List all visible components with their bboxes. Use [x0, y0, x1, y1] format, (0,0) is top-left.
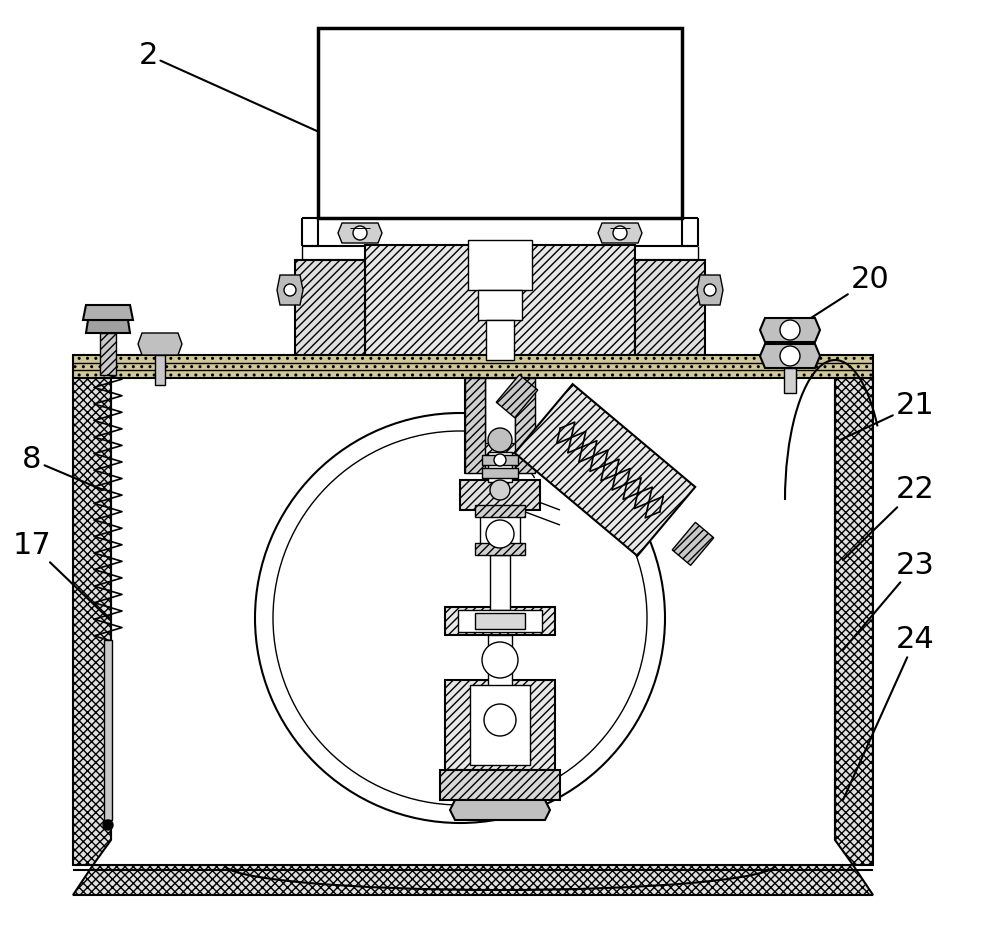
Polygon shape [760, 318, 820, 342]
Text: 24: 24 [843, 626, 934, 800]
Bar [445, 607, 555, 635]
Circle shape [484, 704, 516, 736]
Polygon shape [760, 344, 820, 368]
Polygon shape [835, 378, 873, 865]
Polygon shape [318, 28, 682, 218]
Circle shape [490, 480, 510, 500]
Bar [486, 320, 514, 360]
Bar [488, 452, 512, 482]
Bar [155, 355, 165, 385]
Circle shape [488, 428, 512, 452]
Circle shape [486, 520, 514, 548]
Circle shape [613, 226, 627, 240]
Circle shape [353, 226, 367, 240]
Circle shape [255, 413, 665, 823]
Bar [478, 290, 522, 320]
Circle shape [494, 454, 506, 466]
Bar [488, 635, 512, 695]
Polygon shape [598, 223, 642, 243]
Text: 8: 8 [22, 446, 103, 490]
Polygon shape [338, 223, 382, 243]
Bar [470, 685, 530, 765]
Bar [365, 245, 635, 360]
Bar [460, 480, 540, 510]
Text: 17: 17 [13, 531, 110, 620]
Circle shape [704, 284, 716, 296]
Polygon shape [86, 320, 130, 333]
Polygon shape [277, 275, 303, 305]
Circle shape [780, 346, 800, 366]
Polygon shape [73, 378, 111, 865]
Polygon shape [515, 384, 695, 556]
Bar [475, 543, 525, 555]
Bar [485, 378, 515, 443]
Bar [445, 680, 555, 770]
Bar [784, 368, 796, 393]
Bar [465, 378, 485, 473]
Bar [480, 510, 520, 545]
Text: 20: 20 [800, 265, 889, 325]
Text: 2: 2 [138, 41, 348, 145]
Polygon shape [138, 333, 182, 355]
Bar [475, 613, 525, 629]
Polygon shape [450, 800, 550, 820]
Bar [100, 333, 116, 375]
Bar [73, 355, 873, 378]
Bar [490, 555, 510, 610]
Bar [458, 610, 542, 632]
Bar [104, 640, 112, 820]
Bar [440, 770, 560, 800]
Circle shape [103, 820, 113, 830]
Text: 22: 22 [843, 476, 934, 560]
Bar [465, 378, 535, 473]
Polygon shape [697, 275, 723, 305]
Bar [635, 260, 705, 360]
Text: 23: 23 [843, 550, 934, 650]
Polygon shape [83, 305, 133, 320]
Text: 21: 21 [840, 391, 934, 440]
Bar [295, 260, 365, 360]
Bar [482, 455, 518, 465]
Polygon shape [672, 522, 714, 565]
Circle shape [482, 642, 518, 678]
Bar [475, 505, 525, 517]
Polygon shape [73, 865, 873, 895]
Circle shape [284, 284, 296, 296]
Circle shape [780, 320, 800, 340]
Bar [468, 240, 532, 290]
Bar [482, 468, 518, 478]
Polygon shape [496, 375, 538, 417]
Bar [515, 378, 535, 473]
